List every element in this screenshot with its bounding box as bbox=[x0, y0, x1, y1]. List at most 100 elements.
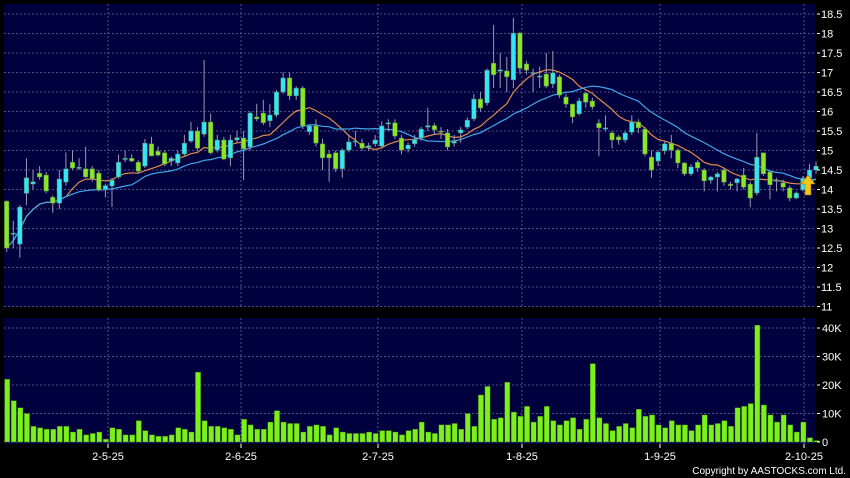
candle-body bbox=[208, 121, 214, 154]
price-tick-label: 11 bbox=[821, 302, 832, 314]
volume-bar bbox=[267, 421, 274, 443]
volume-bar bbox=[182, 428, 188, 443]
candle bbox=[30, 170, 36, 190]
candle-body bbox=[556, 76, 562, 96]
candle bbox=[425, 107, 431, 131]
candle bbox=[523, 60, 530, 75]
volume-bar bbox=[504, 381, 511, 443]
volume-bar bbox=[537, 416, 543, 443]
candle-body bbox=[787, 187, 793, 199]
price-tick-label: 13 bbox=[821, 224, 833, 236]
candle-body bbox=[63, 168, 69, 183]
candle bbox=[293, 86, 299, 100]
candle bbox=[83, 146, 89, 178]
candle bbox=[227, 134, 233, 167]
candle bbox=[622, 131, 628, 143]
candle bbox=[17, 205, 23, 258]
date-tick-label: 1-9-25 bbox=[644, 451, 676, 463]
candle bbox=[504, 56, 510, 92]
candle bbox=[412, 134, 418, 147]
volume-bar bbox=[728, 426, 734, 443]
volume-bar bbox=[326, 434, 333, 443]
candle bbox=[530, 68, 536, 92]
moving-averages bbox=[6, 69, 817, 249]
volume-bar bbox=[372, 433, 379, 443]
candle bbox=[668, 134, 674, 159]
candle bbox=[392, 119, 398, 139]
candle-body bbox=[135, 161, 141, 172]
candle bbox=[405, 142, 411, 153]
candles bbox=[4, 17, 819, 258]
price-tick-label: 12.5 bbox=[821, 243, 842, 255]
candle-body bbox=[109, 179, 115, 187]
candle bbox=[760, 152, 766, 176]
candle-body bbox=[570, 103, 576, 118]
candle-body bbox=[122, 158, 128, 160]
candle-body bbox=[194, 130, 201, 149]
candle bbox=[241, 131, 247, 181]
candle bbox=[721, 168, 727, 186]
volume-bar bbox=[774, 421, 780, 443]
volume-bar bbox=[17, 407, 24, 443]
candle-body bbox=[50, 197, 56, 204]
volume-bar bbox=[214, 426, 221, 443]
candle-body bbox=[385, 122, 391, 125]
volume-bar bbox=[636, 409, 642, 443]
candle-body bbox=[129, 158, 135, 162]
candle-body bbox=[458, 129, 464, 134]
candle bbox=[221, 136, 227, 161]
candle bbox=[76, 158, 82, 170]
candle bbox=[431, 123, 437, 135]
volume-bar bbox=[366, 431, 372, 443]
candle bbox=[570, 103, 576, 124]
candle-body bbox=[635, 121, 641, 129]
candle bbox=[655, 150, 661, 167]
candle-body bbox=[155, 151, 161, 156]
candle bbox=[300, 86, 306, 130]
volume-bar bbox=[708, 424, 715, 443]
candle bbox=[787, 185, 793, 202]
volume-bar bbox=[682, 424, 688, 443]
volume-bar bbox=[616, 426, 622, 443]
candle-body bbox=[563, 96, 569, 105]
volume-bar bbox=[425, 431, 432, 443]
candle-body bbox=[366, 145, 372, 148]
up-arrow-icon bbox=[800, 174, 816, 196]
candle bbox=[385, 119, 391, 131]
price-tick-label: 15.5 bbox=[821, 126, 842, 138]
volume-tick-label: 40K bbox=[822, 323, 842, 335]
candle-body bbox=[642, 128, 648, 155]
candle-body bbox=[142, 142, 148, 167]
candle bbox=[273, 90, 280, 118]
candle-body bbox=[372, 139, 378, 145]
volume-bar bbox=[208, 426, 214, 443]
volume-bar bbox=[379, 430, 386, 443]
price-tick-label: 12 bbox=[821, 263, 833, 275]
volume-bar bbox=[228, 428, 234, 443]
volume-bar bbox=[761, 404, 767, 443]
candle-body bbox=[774, 179, 780, 182]
volume-bar bbox=[392, 431, 399, 443]
volume-bar bbox=[780, 414, 787, 443]
volume-bar bbox=[662, 427, 668, 443]
candle-body bbox=[89, 168, 95, 180]
candle-body bbox=[201, 121, 207, 135]
candle-body bbox=[168, 158, 174, 162]
volume-bar bbox=[386, 430, 392, 443]
volume-bar bbox=[221, 427, 228, 443]
candle bbox=[537, 66, 543, 89]
candle-body bbox=[504, 70, 510, 78]
candle bbox=[662, 140, 668, 155]
volume-bar bbox=[491, 419, 497, 443]
candle-body bbox=[175, 153, 181, 164]
volume-bar bbox=[787, 424, 794, 443]
volume-bar bbox=[741, 406, 747, 443]
candle-body bbox=[491, 62, 497, 76]
candle bbox=[635, 119, 641, 133]
copyright: Copyright by AASTOCKS.com Ltd. bbox=[692, 466, 846, 477]
candle bbox=[168, 156, 174, 167]
volume-bar bbox=[583, 419, 590, 443]
candle bbox=[491, 24, 497, 89]
volume-bar bbox=[63, 426, 70, 443]
price-tick-label: 14 bbox=[821, 185, 833, 197]
